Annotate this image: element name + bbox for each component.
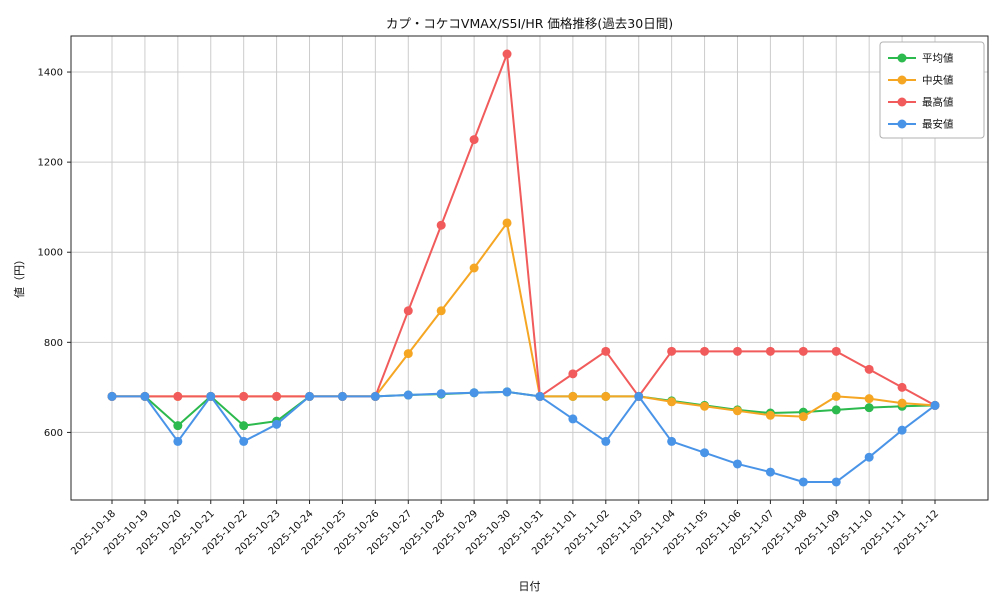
data-point-max (831, 346, 841, 356)
data-point-max (239, 391, 249, 401)
data-point-min (469, 388, 479, 398)
legend-marker-dot (897, 97, 907, 107)
y-tick-label: 800 (44, 338, 63, 349)
data-point-min (667, 436, 677, 446)
data-point-min (930, 400, 940, 410)
series-line-min (111, 390, 936, 483)
y-tick-label: 600 (44, 428, 63, 439)
data-point-min (337, 391, 347, 401)
data-point-max (272, 391, 282, 401)
data-point-median (568, 391, 578, 401)
data-point-max (568, 369, 578, 379)
data-point-min (173, 436, 183, 446)
y-tick-label: 1400 (38, 68, 63, 79)
legend-item-median: 中央値 (888, 74, 954, 87)
data-point-max (436, 220, 446, 230)
data-point-median (667, 397, 677, 407)
grid-lines (71, 36, 988, 500)
data-point-max (502, 49, 512, 59)
y-tick-label: 1200 (38, 158, 63, 169)
data-point-min (535, 391, 545, 401)
data-point-median (469, 263, 479, 273)
data-point-min (436, 389, 446, 399)
data-point-max (700, 346, 710, 356)
legend-item-average: 平均値 (888, 52, 954, 65)
data-point-min (107, 391, 117, 401)
data-point-min (239, 436, 249, 446)
legend-label: 平均値 (922, 52, 954, 65)
data-point-min (634, 391, 644, 401)
data-point-min (864, 452, 874, 462)
data-point-median (732, 406, 742, 416)
data-point-median (436, 306, 446, 316)
data-point-min (798, 477, 808, 487)
data-point-max (173, 391, 183, 401)
legend-box (879, 41, 985, 139)
data-point-median (601, 391, 611, 401)
legend-marker-dot (897, 53, 907, 63)
data-point-max (403, 306, 413, 316)
data-point-max (469, 135, 479, 145)
data-point-median (831, 391, 841, 401)
data-point-min (140, 391, 150, 401)
data-point-min (272, 419, 282, 429)
data-point-min (700, 448, 710, 458)
data-point-min (765, 467, 775, 477)
data-point-average (239, 421, 249, 431)
series-max (107, 49, 940, 410)
data-point-max (798, 346, 808, 356)
series-line-max (111, 53, 936, 407)
data-point-min (305, 391, 315, 401)
data-point-min (206, 391, 216, 401)
legend-label: 最高値 (922, 96, 954, 109)
data-point-max (765, 346, 775, 356)
data-point-median (502, 218, 512, 228)
series-median (107, 218, 940, 422)
data-point-max (601, 346, 611, 356)
legend-item-min: 最安値 (888, 118, 954, 131)
data-point-median (403, 349, 413, 359)
data-point-median (765, 410, 775, 420)
data-point-min (568, 414, 578, 424)
legend-item-max: 最高値 (888, 96, 954, 109)
data-point-median (798, 412, 808, 422)
data-point-average (864, 403, 874, 413)
data-point-median (864, 394, 874, 404)
data-point-min (897, 425, 907, 435)
chart-title: カプ・コケコVMAX/S5I/HR 価格推移(過去30日間) (385, 16, 674, 31)
data-point-max (667, 346, 677, 356)
series-min (107, 387, 940, 487)
data-point-max (732, 346, 742, 356)
data-point-max (864, 364, 874, 374)
data-point-min (502, 387, 512, 397)
legend-marker-dot (897, 119, 907, 129)
y-axis-label: 値（円） (13, 254, 26, 298)
data-point-average (831, 405, 841, 415)
data-point-median (700, 401, 710, 411)
data-point-min (831, 477, 841, 487)
data-point-average (173, 421, 183, 431)
legend-label: 最安値 (922, 118, 954, 131)
y-tick-label: 1000 (38, 248, 63, 259)
data-point-min (732, 459, 742, 469)
data-point-min (403, 390, 413, 400)
x-axis-label: 日付 (518, 580, 541, 593)
axes-box (70, 35, 989, 501)
data-point-median (897, 398, 907, 408)
legend-label: 中央値 (922, 74, 954, 87)
data-point-min (370, 391, 380, 401)
data-point-min (601, 436, 611, 446)
legend-marker-dot (897, 75, 907, 85)
data-point-max (897, 382, 907, 392)
